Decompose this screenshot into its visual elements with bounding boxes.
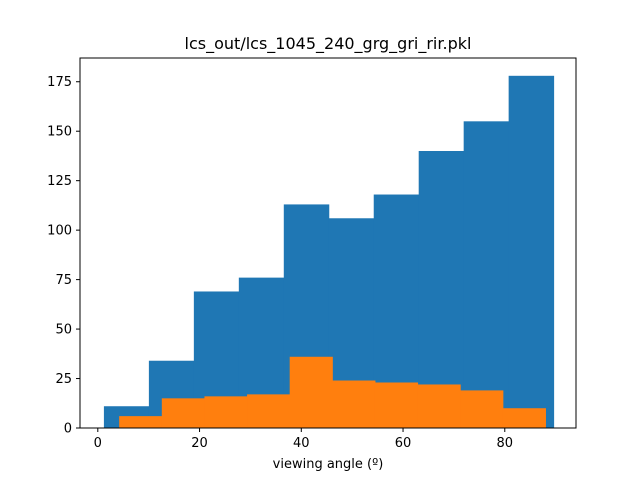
x-tick-label: 80	[497, 436, 514, 451]
histogram-bar-series2-bin3	[204, 396, 248, 428]
x-tick-label: 60	[395, 436, 412, 451]
histogram-bar-series2-bin8	[417, 384, 461, 428]
histogram-bars	[103, 75, 555, 429]
y-tick-label: 125	[47, 174, 72, 189]
histogram-bar-series2-bin2	[161, 398, 205, 428]
y-tick-label: 150	[47, 125, 72, 140]
x-tick-label: 0	[94, 436, 102, 451]
histogram-bar-series1-bin9	[463, 121, 510, 429]
y-tick-label: 100	[47, 224, 72, 239]
histogram-bar-series2-bin10	[502, 408, 546, 428]
x-tick-label: 40	[293, 436, 310, 451]
histogram-bar-series2-bin9	[460, 390, 504, 428]
histogram-bar-series1-bin8	[418, 150, 465, 428]
histogram-bar-series2-bin4	[247, 394, 291, 428]
y-tick-label: 75	[55, 273, 72, 288]
x-axis-label: viewing angle (º)	[273, 457, 384, 472]
histogram-bar-series2-bin1	[119, 416, 163, 428]
y-tick-label: 0	[64, 422, 72, 437]
x-axis-ticks: 0 20 40 60 80	[94, 428, 513, 451]
y-tick-label: 25	[55, 372, 72, 387]
chart-title: lcs_out/lcs_1045_240_grg_gri_rir.pkl	[185, 34, 472, 54]
histogram-bar-series2-bin5	[289, 356, 333, 428]
histogram-bar-series1-bin10	[508, 75, 555, 428]
plot-frame	[79, 57, 577, 429]
y-tick-label: 50	[55, 323, 72, 338]
histogram-bar-series2-bin7	[374, 382, 419, 428]
y-tick-label: 175	[47, 75, 72, 90]
x-tick-label: 20	[191, 436, 208, 451]
histogram-bar-series2-bin6	[332, 380, 376, 428]
y-axis-ticks: 0 25 50 75 100 125 150 175	[47, 75, 80, 437]
